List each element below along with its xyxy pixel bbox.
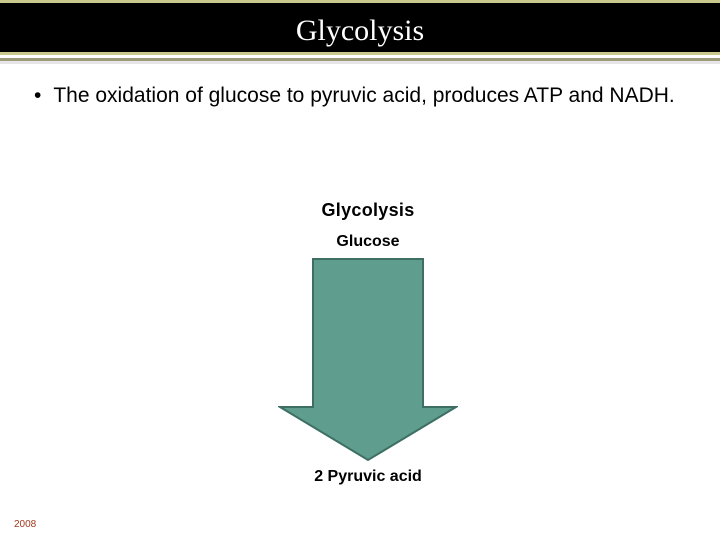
diagram-input-label: Glucose: [248, 233, 488, 251]
footer-year: 2008: [14, 519, 36, 530]
diagram-output-label: 2 Pyruvic acid: [248, 468, 488, 486]
diagram-heading: Glycolysis: [248, 200, 488, 221]
slide-title: Glycolysis: [0, 3, 720, 58]
slide: Glycolysis • The oxidation of glucose to…: [0, 0, 720, 540]
bullet-item: • The oxidation of glucose to pyruvic ac…: [24, 83, 696, 109]
down-arrow-icon: [278, 257, 458, 462]
title-divider-shadow: [0, 61, 720, 64]
bullet-text: The oxidation of glucose to pyruvic acid…: [53, 83, 674, 109]
title-bar: Glycolysis: [0, 0, 720, 55]
glycolysis-diagram: Glycolysis Glucose 2 Pyruvic acid: [248, 200, 488, 486]
bullet-marker: •: [24, 83, 41, 109]
arrow-container: [248, 257, 488, 462]
